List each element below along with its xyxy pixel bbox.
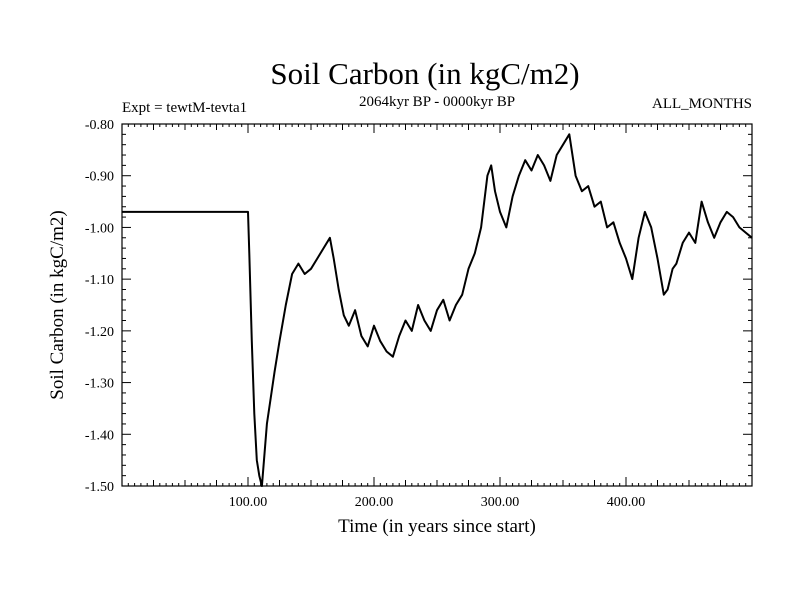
y-tick-label: -0.90 <box>85 170 114 185</box>
y-tick-label: -1.20 <box>85 325 114 340</box>
chart-subtitle-left: Expt = tewtM-tevta1 <box>122 100 247 116</box>
y-tick-label: -0.80 <box>85 118 114 133</box>
y-tick-label: -1.00 <box>85 221 114 236</box>
plot-area: 100.00 200.00 300.00 400.00 -1.50 -1.40 -1.30… <box>85 118 753 510</box>
y-axis: -1.50 -1.40 -1.30 -1.20 -1.10 -1.00 -0.90 -0.80 <box>85 118 752 495</box>
x-tick-label: 100.00 <box>229 495 268 510</box>
x-axis-label: Time (in years since start) <box>338 516 536 537</box>
series-line-soil-carbon <box>122 133 753 487</box>
chart-subtitle-right: ALL_MONTHS <box>652 96 752 112</box>
x-tick-label: 300.00 <box>481 495 520 510</box>
chart-subtitle-center: 2064kyr BP - 0000kyr BP <box>359 94 515 110</box>
x-axis: 100.00 200.00 300.00 400.00 <box>127 124 747 510</box>
x-tick-label: 400.00 <box>607 495 646 510</box>
y-tick-label: -1.30 <box>85 377 114 392</box>
y-axis-label: Soil Carbon (in kgC/m2) <box>47 210 68 399</box>
plot-frame <box>121 123 753 487</box>
y-tick-label: -1.50 <box>85 480 114 495</box>
chart-title: Soil Carbon (in kgC/m2) <box>270 56 579 91</box>
y-tick-label: -1.10 <box>85 273 114 288</box>
x-tick-label: 200.00 <box>355 495 394 510</box>
y-tick-label: -1.40 <box>85 428 114 443</box>
